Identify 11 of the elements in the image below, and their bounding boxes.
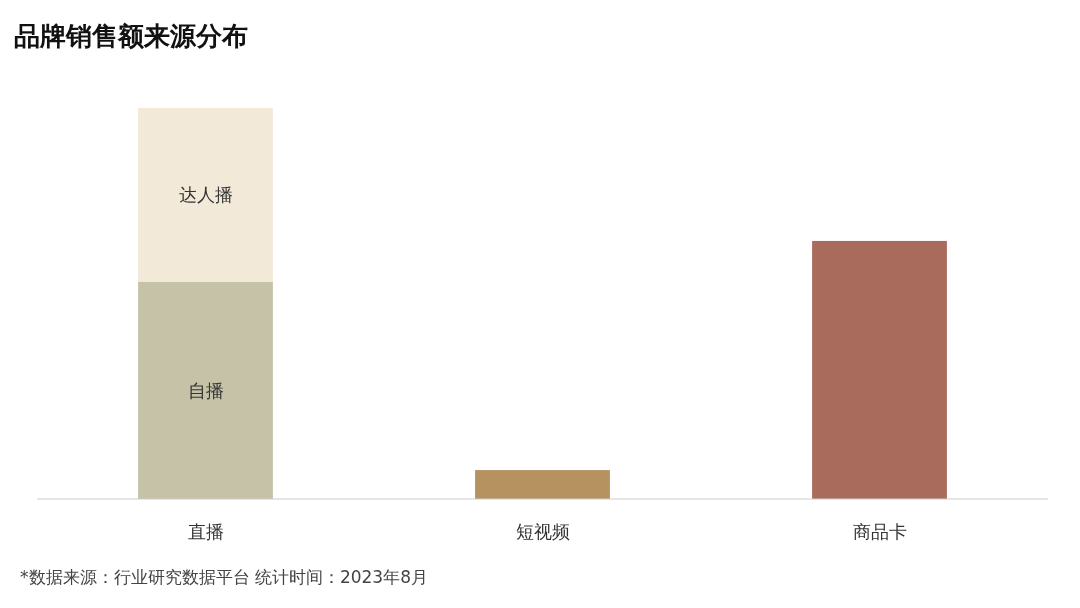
x-tick-label: 直播 bbox=[187, 521, 224, 542]
bar bbox=[812, 240, 947, 499]
series-label: 达人播 bbox=[178, 184, 233, 206]
text: *数据来源：行业研究数据平台 统计时间：2023年8月 bbox=[20, 567, 428, 587]
series-label: 自播 bbox=[187, 379, 224, 401]
bar bbox=[475, 470, 610, 499]
x-tick-label: 短视频 bbox=[515, 521, 570, 542]
bar bbox=[138, 108, 273, 282]
bar bbox=[138, 282, 273, 499]
x-tick-label: 商品卡 bbox=[852, 521, 907, 542]
chart-title: 品牌销售额来源分布 bbox=[14, 21, 248, 51]
